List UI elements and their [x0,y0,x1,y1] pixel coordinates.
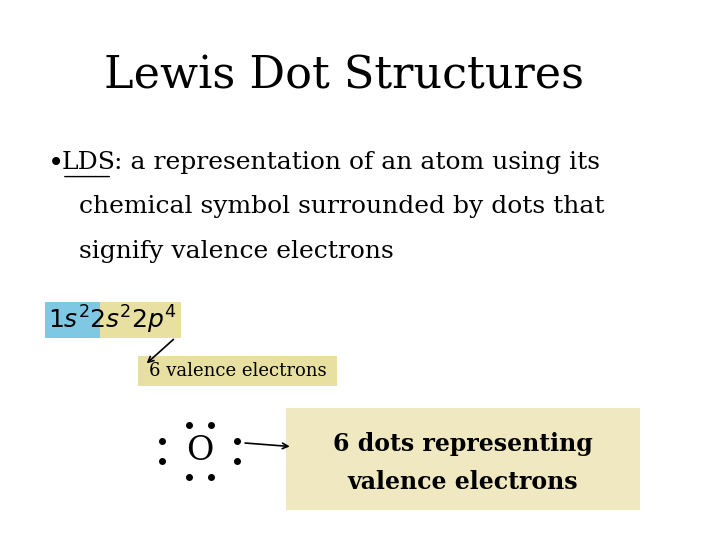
Text: $1s^{2}2s^{2}2p^{4}$: $1s^{2}2s^{2}2p^{4}$ [48,303,177,336]
Text: •: • [48,151,64,178]
Bar [100,302,181,338]
Text: valence electrons: valence electrons [348,470,578,494]
Text: 6 valence electrons: 6 valence electrons [148,362,326,380]
Bar [45,302,102,338]
Bar [286,408,640,510]
Text: chemical symbol surrounded by dots that: chemical symbol surrounded by dots that [79,195,605,219]
Text: Lewis Dot Structures: Lewis Dot Structures [104,54,584,97]
Bar [138,356,337,386]
Text: LDS: LDS [62,151,116,174]
Text: : a representation of an atom using its: : a representation of an atom using its [114,151,600,174]
Text: 6 dots representing: 6 dots representing [333,431,593,456]
Text: O: O [186,435,213,467]
Text: signify valence electrons: signify valence electrons [79,240,394,263]
